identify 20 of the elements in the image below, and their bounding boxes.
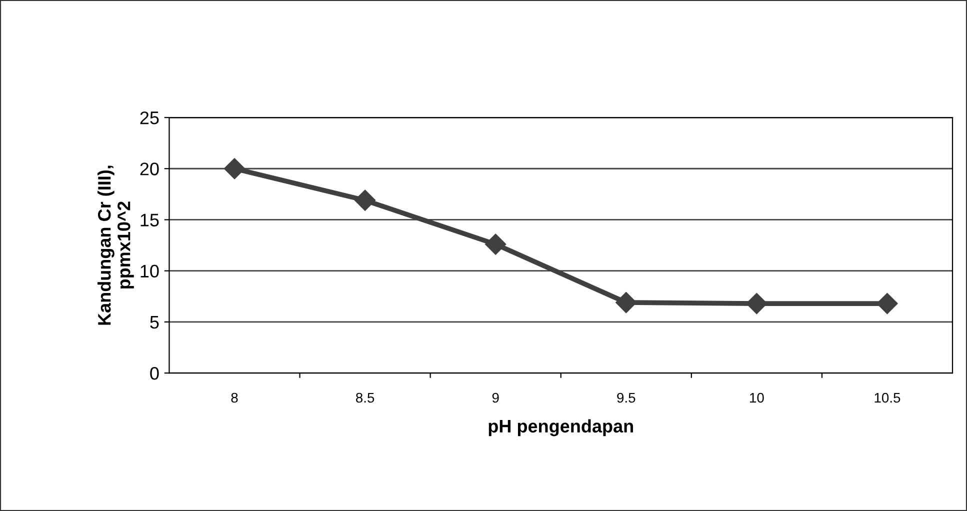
x-tick-label: 9.5 — [617, 392, 636, 403]
y-axis-title: Kandungan Cr (III), ppmx10^2 — [98, 166, 134, 325]
point — [224, 158, 246, 180]
y-tick-label: 5 — [150, 316, 159, 329]
y-tick-label: 15 — [140, 214, 159, 226]
x-tick-label: 10 — [750, 392, 764, 403]
x-tick-label: 9 — [492, 392, 499, 403]
point — [876, 293, 898, 314]
point — [746, 293, 768, 314]
y-tick-label: 20 — [140, 162, 159, 176]
point — [485, 234, 506, 255]
x-tick-label: 8.5 — [356, 392, 374, 403]
y-tick-label: 10 — [140, 264, 159, 278]
y-tick-label: 0 — [150, 366, 159, 380]
y-tick-label: 25 — [140, 111, 159, 124]
point — [616, 292, 637, 314]
x-tick-label: 10.5 — [874, 392, 900, 403]
x-axis-title: pH pengendapan — [488, 419, 633, 436]
point — [354, 190, 376, 211]
x-tick-label: 8 — [231, 392, 238, 403]
